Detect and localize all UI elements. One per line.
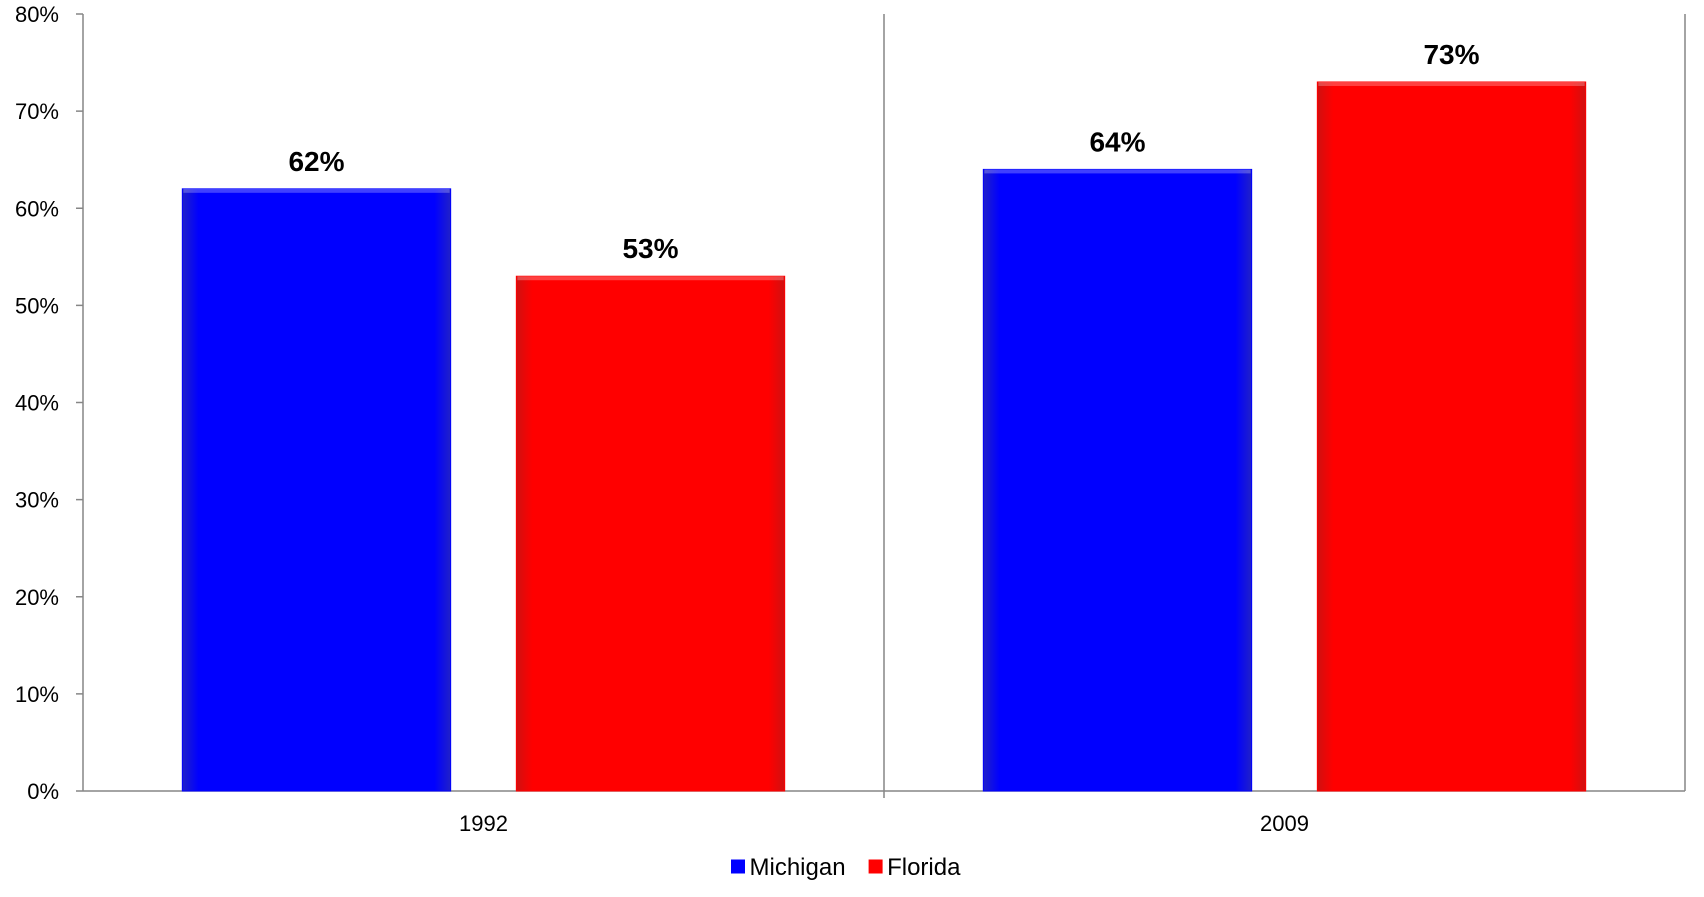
x-category-label: 1992 [459, 811, 508, 836]
bar-florida-2009 [1316, 81, 1587, 792]
legend: Michigan Florida [731, 854, 961, 881]
x-category-label: 2009 [1260, 811, 1309, 836]
bars [181, 81, 1587, 792]
y-tick-label: 40% [15, 391, 59, 416]
data-labels: 62% 64% 53% 73% [288, 39, 1479, 264]
y-tick-label: 70% [15, 99, 59, 124]
y-tick-label: 30% [15, 488, 59, 513]
data-label-florida-2009: 73% [1423, 39, 1479, 70]
y-tick-label: 60% [15, 196, 59, 221]
bar-highlight [984, 169, 1251, 174]
bar-michigan-2009 [982, 168, 1253, 792]
legend-label-michigan: Michigan [750, 854, 846, 881]
y-tick-label: 80% [15, 2, 59, 27]
legend-swatch-michigan [731, 859, 745, 874]
bar-highlight [183, 188, 450, 193]
bar-michigan-1992 [181, 188, 452, 792]
bar-florida-1992 [515, 275, 786, 792]
bar-highlight [517, 276, 784, 281]
y-tick-label: 0% [27, 779, 59, 804]
legend-swatch-florida [868, 859, 883, 874]
y-tick-label: 10% [15, 682, 59, 707]
bar-highlight [1318, 81, 1585, 86]
y-tick-label: 20% [15, 585, 59, 610]
legend-label-florida: Florida [887, 854, 961, 881]
data-label-florida-1992: 53% [622, 233, 678, 264]
axes: 0% 10% 20% 30% 40% 50% 60% 70% 80% 1992 2009 [15, 2, 1686, 836]
y-tick-label: 50% [15, 293, 59, 318]
data-label-michigan-1992: 62% [288, 146, 344, 177]
data-label-michigan-2009: 64% [1089, 126, 1145, 157]
